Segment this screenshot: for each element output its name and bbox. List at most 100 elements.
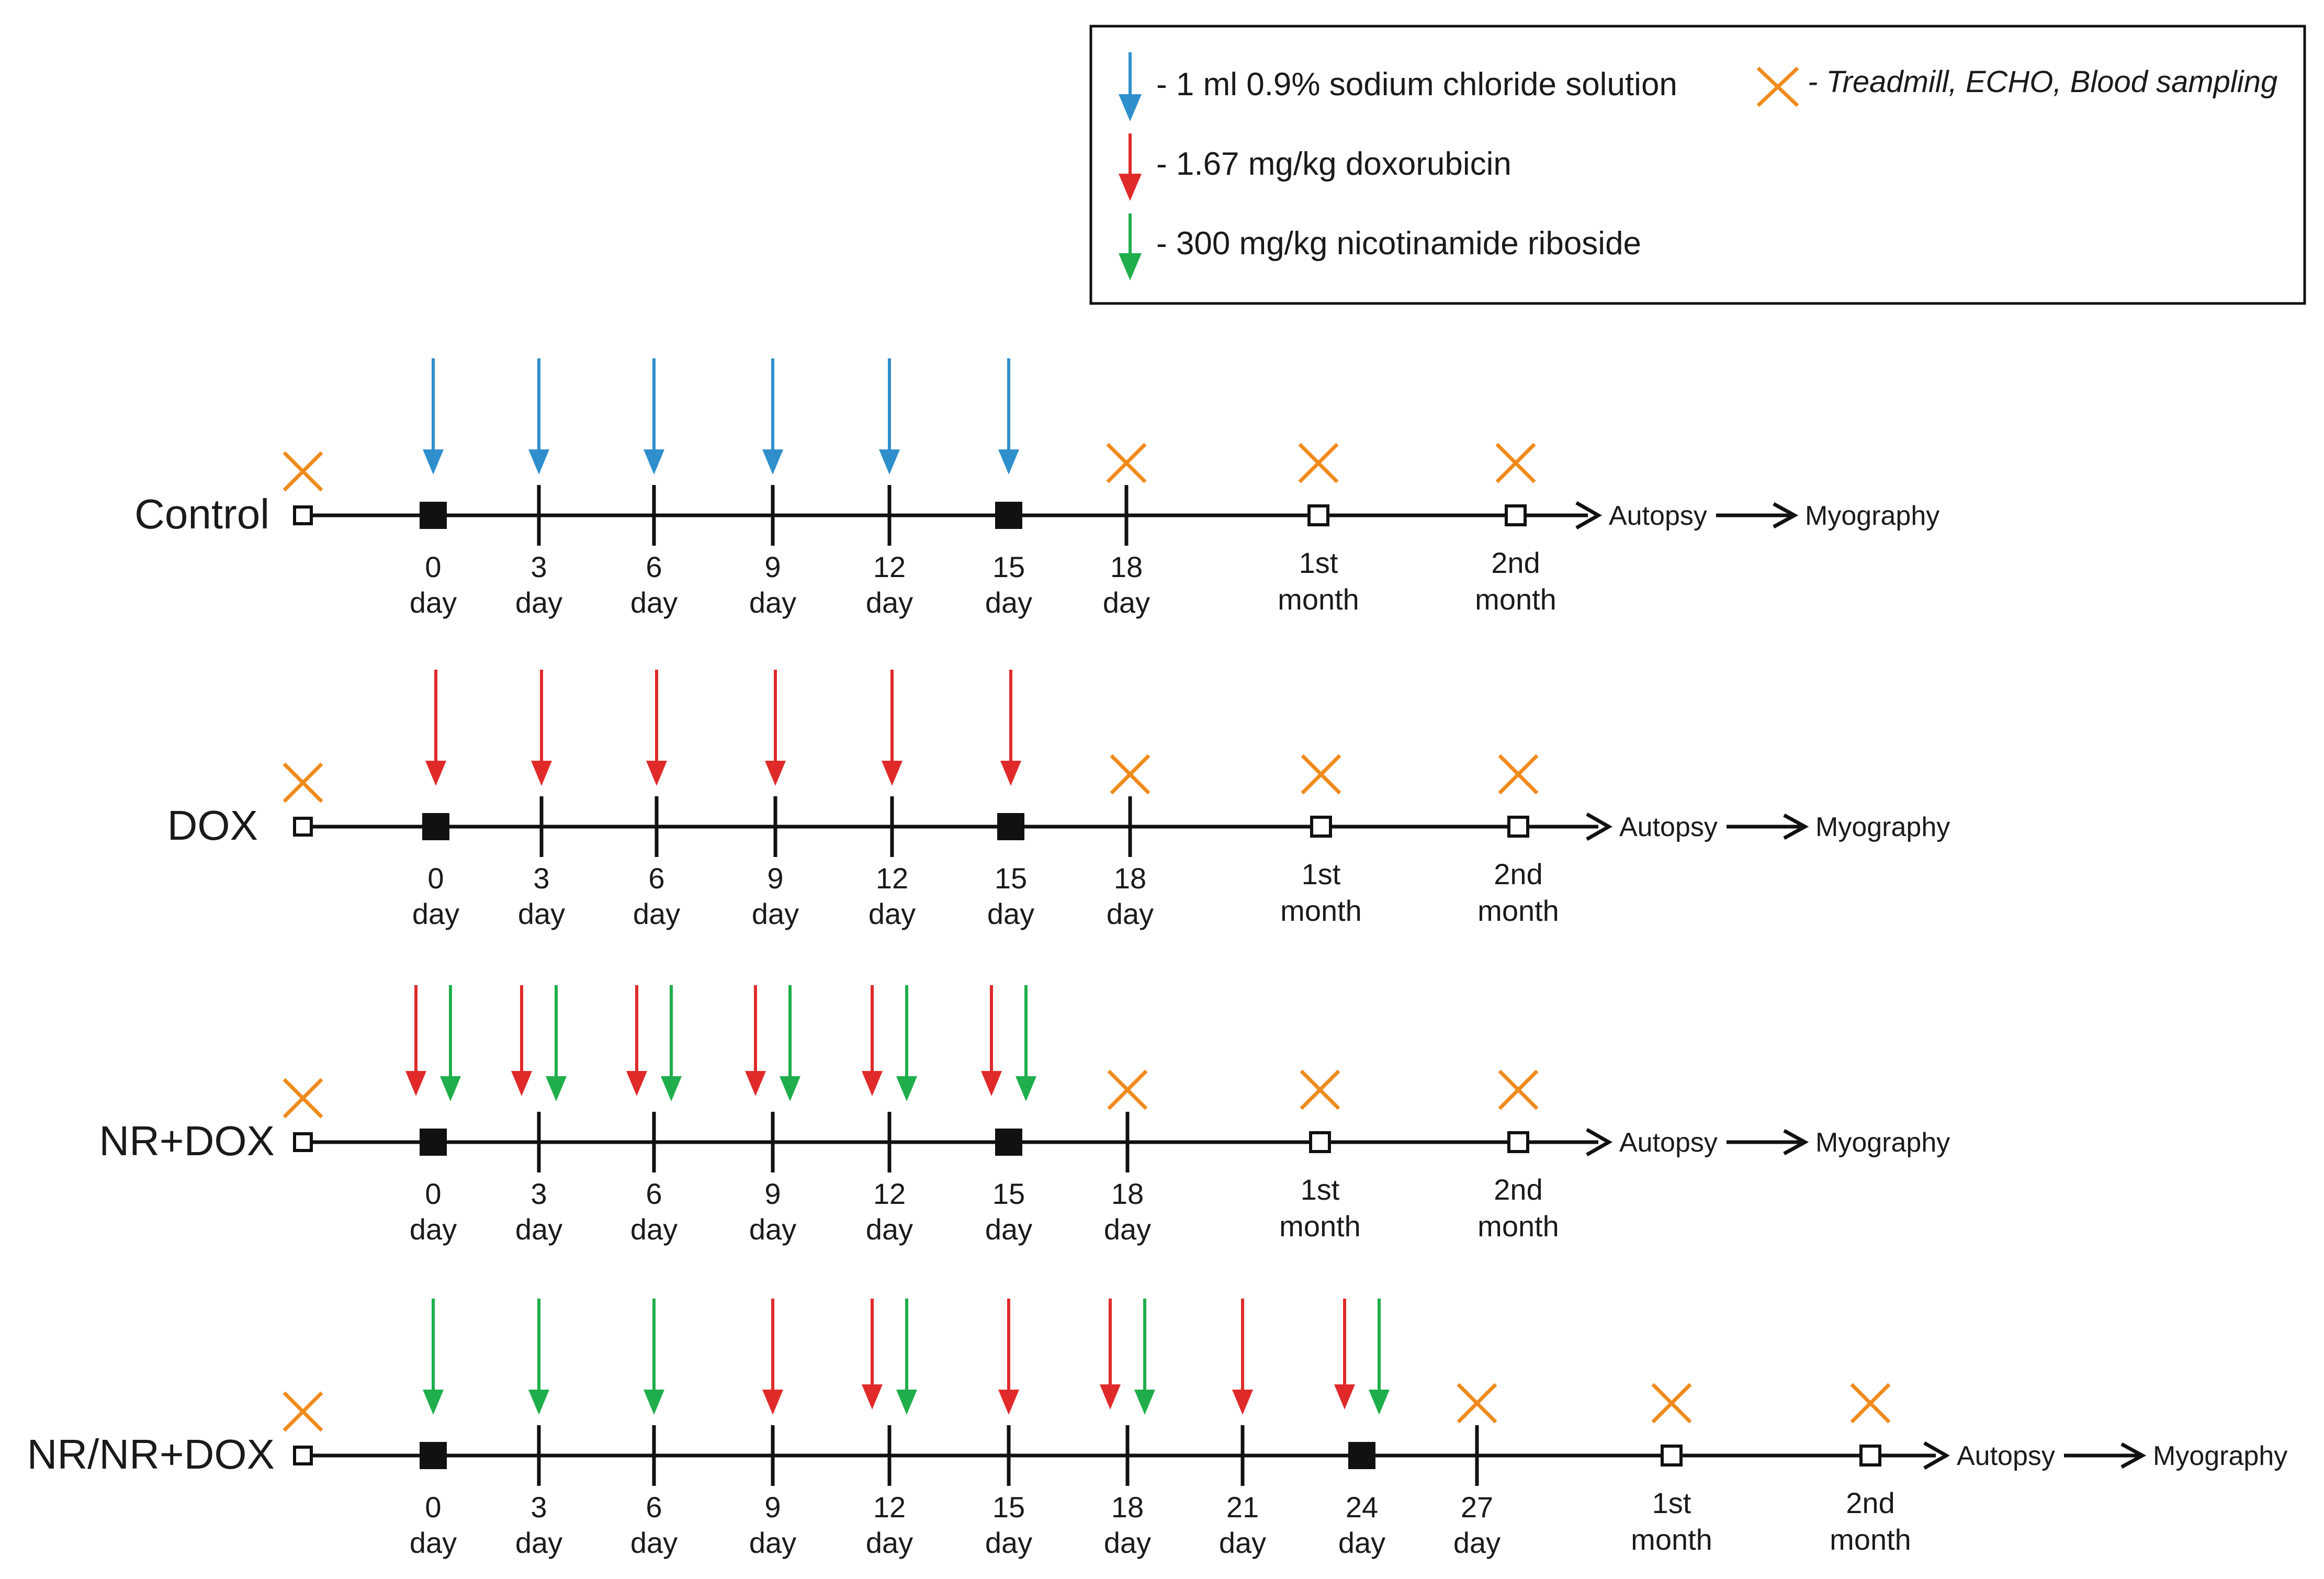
tick-1st-month: 1st month <box>1280 754 1362 927</box>
tick-number-label: 15 <box>992 1177 1025 1210</box>
tick-unit-label: month <box>1280 894 1362 927</box>
autopsy-to-myography-arrowhead <box>1773 502 1799 529</box>
dox-dose-arrowhead <box>981 1071 1002 1096</box>
tick-2nd-month: 2nd month <box>1477 754 1559 927</box>
dox-dose-arrowhead <box>531 761 552 786</box>
legend-box <box>1089 25 2306 305</box>
autopsy-to-myography-arrowhead <box>2120 1442 2147 1469</box>
timeline-nr-nr-dox: NR/NR+DOX Autopsy Myography0day3day6day9da… <box>27 1299 2287 1559</box>
tick-unit-label: day <box>1104 1526 1151 1559</box>
nr-dose-arrowhead <box>440 1076 461 1101</box>
tick-number-label: 3 <box>531 1177 547 1210</box>
tick-number-label: 0 <box>425 1177 441 1210</box>
dox-dose-arrowhead <box>1000 761 1021 786</box>
tick-number-label: 1st <box>1302 858 1341 890</box>
dox-dose-arrowhead <box>405 1071 426 1096</box>
tick-number-label: 18 <box>1110 550 1143 583</box>
myography-label: Myography <box>1815 1127 1950 1158</box>
tick-number-label: 2nd <box>1491 546 1540 579</box>
nr-dose-arrowhead <box>423 1390 444 1415</box>
tick-number-label: 15 <box>992 550 1025 583</box>
tick-unit-label: day <box>752 897 799 930</box>
tick-unit-label: day <box>1338 1526 1385 1559</box>
legend: - 1 ml 0.9% sodium chloride solution - 1… <box>1089 25 2306 305</box>
tick-number-label: 12 <box>876 862 908 895</box>
group-label: DOX <box>167 802 258 849</box>
dox-dose-arrowhead <box>646 761 667 786</box>
baseline-cross-mark <box>283 762 323 803</box>
autopsy-label: Autopsy <box>1609 501 1707 531</box>
dox-dose-arrowhead <box>1232 1390 1253 1415</box>
dox-dose-arrowhead <box>1100 1384 1121 1409</box>
measurement-cross-mark <box>1850 1383 1891 1424</box>
tick-unit-label: day <box>410 586 457 619</box>
tick-unit-label: month <box>1279 1210 1361 1243</box>
open-square-marker <box>1505 504 1527 526</box>
baseline-cross-mark <box>283 451 323 492</box>
open-square-marker <box>1507 816 1529 838</box>
filled-square-marker <box>1348 1442 1375 1469</box>
tick-unit-label: day <box>1107 897 1154 930</box>
tick-2nd-month: 2nd month <box>1830 1383 1911 1556</box>
tick-unit-label: day <box>749 1213 796 1246</box>
filled-square-marker <box>420 1129 447 1156</box>
tick-unit-label: month <box>1830 1523 1911 1556</box>
dox-dose-arrowhead <box>511 1071 532 1096</box>
tick-number-label: 1st <box>1652 1486 1691 1519</box>
filled-square-marker <box>997 813 1024 840</box>
tick-unit-label: month <box>1278 583 1359 616</box>
tick-1st-month: 1st month <box>1631 1383 1712 1556</box>
dox-dose-arrowhead <box>762 1390 783 1415</box>
tick-number-label: 15 <box>992 1491 1025 1524</box>
tick-1st-month: 1st month <box>1279 1069 1361 1243</box>
filled-square-marker <box>995 1129 1022 1156</box>
nr-dose-arrowhead <box>896 1076 917 1101</box>
tick-unit-label: month <box>1477 894 1559 927</box>
legend-saline-label: - 1 ml 0.9% sodium chloride solution <box>1156 66 1677 103</box>
tick-unit-label: day <box>410 1213 457 1246</box>
saline-dose-arrowhead <box>644 449 664 475</box>
start-marker <box>293 817 313 837</box>
nr-dose-arrowhead <box>661 1076 682 1101</box>
measurement-cross-mark <box>1110 754 1150 795</box>
myography-label: Myography <box>1815 812 1950 842</box>
tick-unit-label: day <box>412 897 459 930</box>
tick-unit-label: month <box>1631 1523 1712 1556</box>
nr-dose-arrowhead <box>1016 1076 1036 1101</box>
tick-unit-label: day <box>1104 1213 1151 1246</box>
tick-unit-label: day <box>630 586 678 619</box>
legend-nr-icon <box>1119 213 1142 280</box>
legend-dox-label: - 1.67 mg/kg doxorubicin <box>1156 146 1511 182</box>
tick-number-label: 12 <box>873 1491 906 1524</box>
tick-unit-label: day <box>749 586 796 619</box>
tick-unit-label: day <box>868 897 916 930</box>
measurement-cross-mark <box>1298 443 1339 483</box>
timeline-arrowhead <box>1923 1441 1950 1470</box>
tick-unit-label: day <box>985 586 1032 619</box>
timeline-arrowhead <box>1586 812 1613 841</box>
filled-square-marker <box>995 502 1022 529</box>
tick-number-label: 18 <box>1111 1177 1144 1210</box>
legend-nr-label: - 300 mg/kg nicotinamide riboside <box>1156 225 1641 262</box>
tick-number-label: 6 <box>648 862 664 895</box>
myography-label: Myography <box>1805 501 1939 531</box>
tick-number-label: 27 <box>1461 1491 1493 1524</box>
nr-dose-arrowhead <box>1134 1390 1155 1415</box>
timeline-arrowhead <box>1575 501 1603 530</box>
tick-number-label: 6 <box>646 550 662 583</box>
measurement-cross-mark <box>1498 754 1539 795</box>
timelines: Control Autopsy Myography0day3day6day9day1… <box>27 358 2287 1559</box>
tick-number-label: 1st <box>1301 1173 1340 1206</box>
